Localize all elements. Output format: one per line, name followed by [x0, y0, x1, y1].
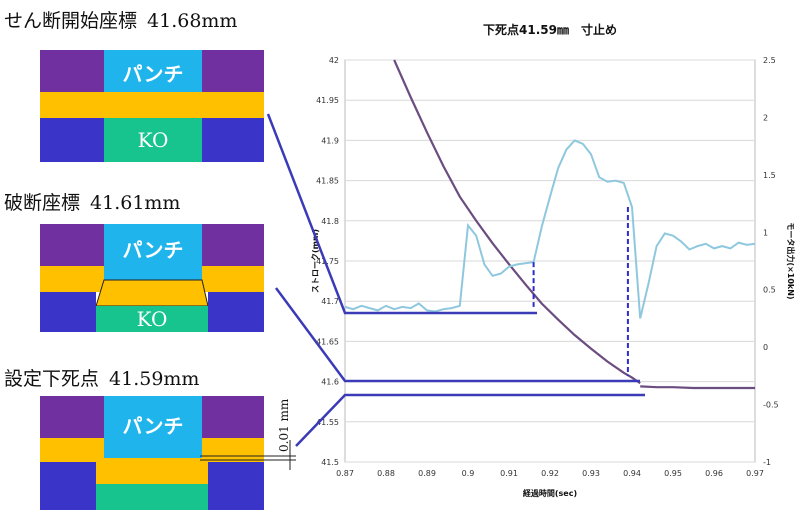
die-lower-right: [208, 292, 264, 332]
punch: [104, 224, 202, 280]
press-diagram-shear-start: パンチ KO: [40, 50, 264, 162]
x-axis-label: 経過時間(sec): [523, 488, 577, 498]
y-tick-label: 42: [329, 56, 339, 65]
y2-tick-label: 1.5: [763, 171, 776, 180]
y-tick-label: 41.85: [316, 177, 339, 186]
punch: [104, 396, 202, 458]
y2-tick-label: 2: [763, 113, 768, 122]
y2-axis-label: モータ出力(×10kN): [786, 222, 796, 299]
y-tick-label: 41.8: [321, 217, 339, 226]
x-tick-label: 0.96: [705, 469, 723, 478]
stage-title-bottom-dead-center: 設定下死点 41.59mm: [4, 364, 199, 391]
die-lower-left: [40, 118, 104, 162]
ko-label: KO: [136, 307, 168, 331]
workpiece-right: [202, 438, 264, 462]
punch-label: パンチ: [122, 62, 184, 86]
stage-value: 41.68mm: [147, 10, 238, 32]
x-tick-label: 0.93: [582, 469, 600, 478]
die-upper-left: [40, 396, 104, 438]
y-tick-label: 41.6: [321, 378, 339, 387]
y2-tick-label: -0.5: [763, 401, 779, 410]
y2-tick-label: 0.5: [763, 286, 776, 295]
y-axis-label: ストローク(mm): [310, 229, 320, 293]
x-tick-label: 0.95: [664, 469, 682, 478]
stage-title-fracture: 破断座標 41.61mm: [4, 188, 180, 215]
knockout: [96, 484, 208, 510]
x-tick-label: 0.88: [377, 469, 395, 478]
y-tick-label: 41.55: [316, 418, 339, 427]
connector-shear-start: [266, 113, 537, 315]
stage-value: 41.61mm: [90, 192, 181, 214]
connector-fracture: [274, 287, 640, 383]
die-upper-right: [202, 50, 264, 92]
die-upper-left: [40, 224, 104, 266]
chart-title: 下死点41.59㎜ 寸止め: [483, 22, 617, 37]
x-tick-label: 0.89: [418, 469, 436, 478]
die-lower-right: [202, 118, 264, 162]
y-tick-label: 41.7: [321, 297, 339, 306]
x-tick-label: 0.92: [541, 469, 559, 478]
y-tick-label: 41.9: [321, 136, 339, 145]
stage-label: 設定下死点: [4, 368, 100, 390]
press-diagram-fracture: パンチ KO: [40, 224, 264, 332]
slug: [96, 458, 208, 484]
die-upper-left: [40, 50, 104, 92]
series-line-0: [393, 59, 641, 385]
y-tick-label: 41.95: [316, 96, 339, 105]
workpiece-left: [40, 438, 104, 462]
y-tick-label: 41.75: [316, 257, 339, 266]
punch: [104, 50, 202, 92]
die-upper-right: [202, 396, 264, 438]
connector-bottom-dead-center: [295, 393, 645, 447]
y2-tick-label: -1: [763, 458, 771, 467]
x-tick-label: 0.97: [746, 469, 764, 478]
die-lower-left: [40, 292, 96, 332]
x-tick-label: 0.9: [462, 469, 475, 478]
x-tick-label: 0.94: [623, 469, 641, 478]
press-diagram-bottom-dead-center: パンチ: [40, 396, 264, 510]
stage-title-shear-start: せん断開始座標 41.68mm: [4, 6, 237, 33]
stage-label: 破断座標: [4, 192, 81, 214]
knockout: [104, 118, 202, 162]
series-line-2: [344, 139, 756, 319]
y-tick-label: 41.5: [321, 458, 339, 467]
x-tick-label: 0.91: [500, 469, 518, 478]
x-tick-label: 0.87: [336, 469, 354, 478]
y-tick-label: 41.65: [316, 337, 339, 346]
knockout: [96, 306, 208, 332]
die-lower-left: [40, 462, 96, 510]
die-upper-right: [202, 224, 264, 266]
y2-tick-label: 0: [763, 343, 768, 352]
workpiece-right: [202, 266, 264, 292]
ko-label: KO: [137, 128, 169, 152]
punch-label: パンチ: [122, 414, 184, 438]
workpiece-left: [40, 266, 104, 292]
series-line-1: [640, 385, 755, 390]
y2-tick-label: 1: [763, 228, 768, 237]
y2-tick-label: 2.5: [763, 56, 776, 65]
stage-value: 41.59mm: [109, 368, 200, 390]
die-lower-right: [208, 462, 264, 510]
workpiece: [40, 92, 264, 118]
punch-label: パンチ: [122, 238, 184, 262]
stage-label: せん断開始座標: [4, 10, 138, 32]
